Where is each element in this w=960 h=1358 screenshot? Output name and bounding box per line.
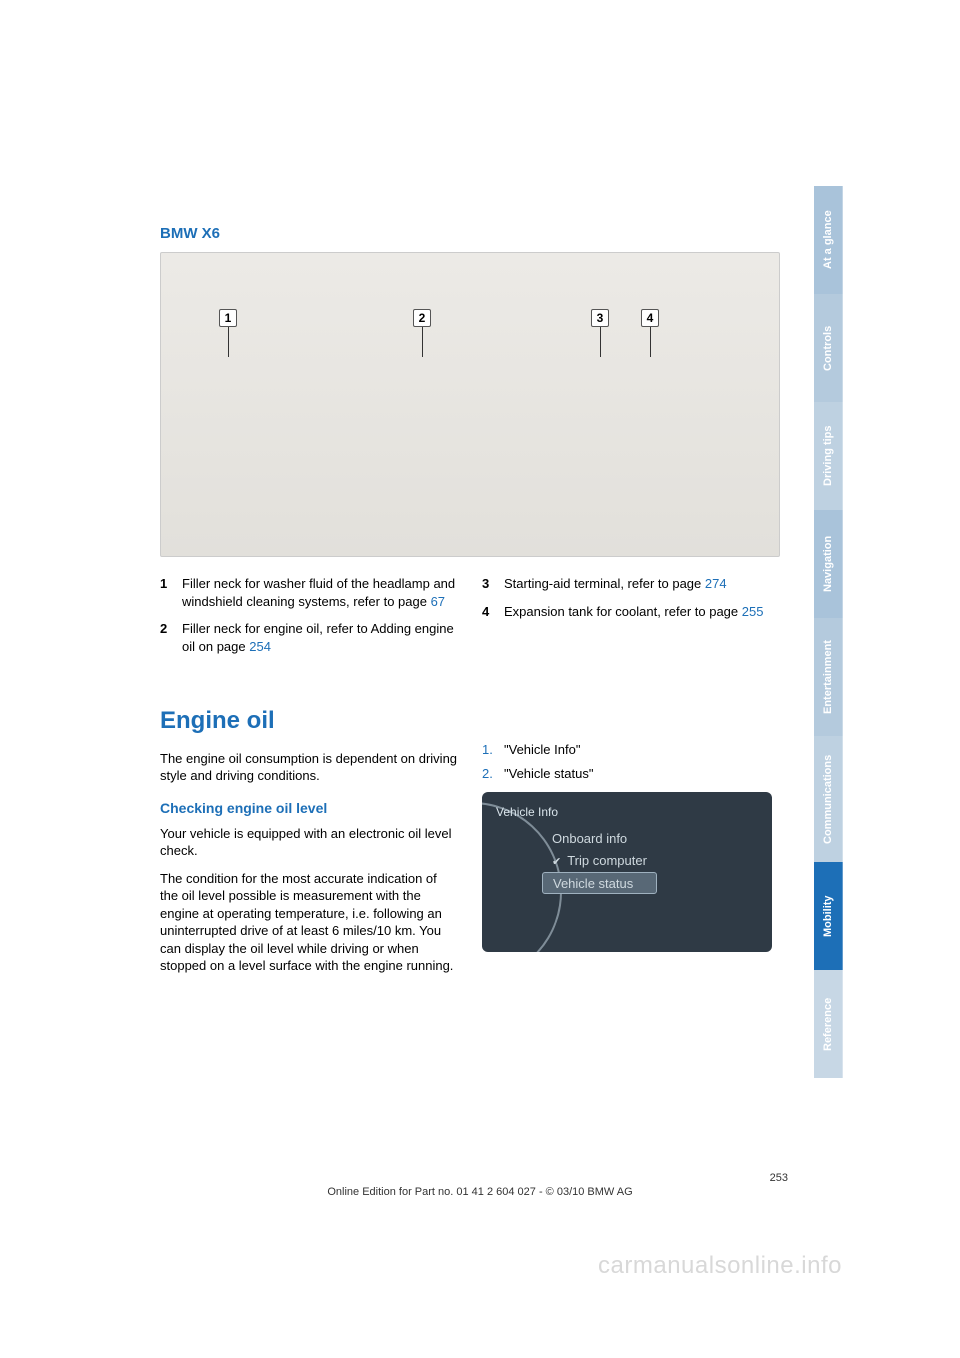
- marker-2: 2: [413, 309, 431, 327]
- heading-engine-oil: Engine oil: [160, 705, 458, 737]
- legend-item: 4 Expansion tank for coolant, refer to p…: [482, 603, 780, 621]
- section-tab[interactable]: Controls: [814, 294, 843, 402]
- marker-1: 1: [219, 309, 237, 327]
- legend-text: Starting-aid terminal, refer to page 274: [504, 575, 780, 593]
- legend-text-body: Filler neck for engine oil, refer to Add…: [182, 621, 454, 654]
- engine-oil-p1: Your vehicle is equipped with an electro…: [160, 825, 458, 860]
- legend-text-body: Expansion tank for coolant, refer to pag…: [504, 604, 742, 619]
- engine-oil-p2: The condition for the most accurate indi…: [160, 870, 458, 975]
- body-col-right: 1. "Vehicle Info" 2. "Vehicle status" Ve…: [482, 665, 780, 985]
- step-text: "Vehicle Info": [504, 741, 580, 759]
- section-tab[interactable]: Navigation: [814, 510, 843, 618]
- menu-item-onboard: Onboard info: [542, 828, 657, 850]
- step-num: 1.: [482, 741, 504, 759]
- idrive-screenshot: Vehicle Info Onboard info Trip computer …: [482, 792, 772, 952]
- section-tab[interactable]: Communications: [814, 736, 843, 862]
- legend-item: 3 Starting-aid terminal, refer to page 2…: [482, 575, 780, 593]
- section-title: BMW X6: [160, 225, 800, 242]
- step-item: 2. "Vehicle status": [482, 765, 780, 783]
- section-tab[interactable]: Driving tips: [814, 402, 843, 510]
- legend-columns: 1 Filler neck for washer fluid of the he…: [160, 575, 800, 665]
- legend-text-body: Filler neck for washer fluid of the head…: [182, 576, 455, 609]
- screenshot-header-text: Vehicle Info: [496, 805, 558, 819]
- body-col-left: Engine oil The engine oil consumption is…: [160, 665, 458, 985]
- watermark: carmanualsonline.info: [598, 1252, 842, 1280]
- section-tab[interactable]: Mobility: [814, 862, 843, 970]
- legend-item: 1 Filler neck for washer fluid of the he…: [160, 575, 458, 610]
- legend-text: Filler neck for engine oil, refer to Add…: [182, 620, 458, 655]
- marker-line: [228, 327, 229, 357]
- marker-line: [422, 327, 423, 357]
- legend-item: 2 Filler neck for engine oil, refer to A…: [160, 620, 458, 655]
- menu-item-trip: Trip computer: [542, 850, 657, 872]
- page-number: 253: [160, 1172, 800, 1184]
- section-tab[interactable]: Reference: [814, 970, 843, 1078]
- step-text: "Vehicle status": [504, 765, 593, 783]
- subheading-check-level: Checking engine oil level: [160, 799, 458, 818]
- page-link[interactable]: 255: [742, 604, 764, 619]
- page-content: BMW X6 1 2 3 4 1 Filler neck for washer …: [160, 225, 800, 985]
- page-link[interactable]: 274: [705, 576, 727, 591]
- legend-num: 3: [482, 575, 504, 593]
- step-num: 2.: [482, 765, 504, 783]
- menu-item-status: Vehicle status: [542, 872, 657, 894]
- marker-line: [650, 327, 651, 357]
- marker-4: 4: [641, 309, 659, 327]
- footer-line: Online Edition for Part no. 01 41 2 604 …: [160, 1186, 800, 1198]
- body-columns: Engine oil The engine oil consumption is…: [160, 665, 800, 985]
- spacer: [482, 665, 780, 741]
- legend-text: Expansion tank for coolant, refer to pag…: [504, 603, 780, 621]
- page-footer: 253 Online Edition for Part no. 01 41 2 …: [160, 1172, 800, 1198]
- legend-text: Filler neck for washer fluid of the head…: [182, 575, 458, 610]
- legend-num: 4: [482, 603, 504, 621]
- engine-oil-intro: The engine oil consumption is dependent …: [160, 750, 458, 785]
- marker-3: 3: [591, 309, 609, 327]
- page-link[interactable]: 254: [249, 639, 271, 654]
- marker-line: [600, 327, 601, 357]
- screenshot-menu: Onboard info Trip computer Vehicle statu…: [542, 828, 657, 894]
- section-tabs: At a glanceControlsDriving tipsNavigatio…: [814, 186, 843, 1078]
- page-link[interactable]: 67: [431, 594, 445, 609]
- legend-col-left: 1 Filler neck for washer fluid of the he…: [160, 575, 458, 665]
- legend-text-body: Starting-aid terminal, refer to page: [504, 576, 705, 591]
- legend-num: 1: [160, 575, 182, 610]
- section-tab[interactable]: Entertainment: [814, 618, 843, 736]
- section-tab[interactable]: At a glance: [814, 186, 843, 294]
- engine-compartment-illustration: 1 2 3 4: [160, 252, 780, 557]
- legend-col-right: 3 Starting-aid terminal, refer to page 2…: [482, 575, 780, 665]
- step-item: 1. "Vehicle Info": [482, 741, 780, 759]
- screenshot-header: Vehicle Info: [496, 804, 558, 820]
- legend-num: 2: [160, 620, 182, 655]
